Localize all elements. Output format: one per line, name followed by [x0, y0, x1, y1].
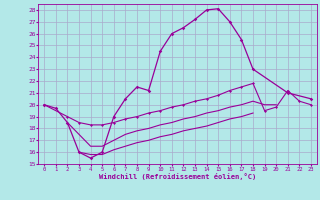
X-axis label: Windchill (Refroidissement éolien,°C): Windchill (Refroidissement éolien,°C) [99, 173, 256, 180]
